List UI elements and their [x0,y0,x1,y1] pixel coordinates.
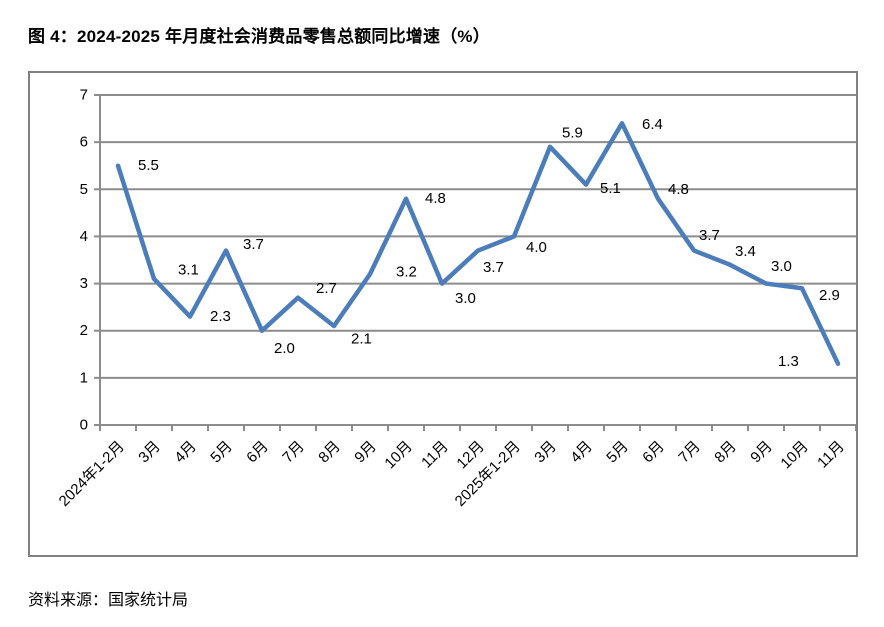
x-category-label: 5月 [603,438,632,467]
x-category-label: 2025年1-2月 [452,438,524,510]
data-label: 3.2 [396,264,417,281]
source-note: 资料来源：国家统计局 [28,592,189,609]
chart-frame: 0 1 2 3 4 5 6 7 2024年1-2月 3月 4月 5月 6月 7月 8月 9月 10月 11月 12月… [28,71,858,557]
y-tick-label: 6 [80,134,88,151]
x-category-label: 10月 [381,438,415,472]
data-label: 2.9 [819,287,840,304]
data-label: 4.0 [526,239,547,256]
data-line [115,121,841,366]
x-category-label: 5月 [207,438,236,467]
data-label: 2.3 [210,308,231,325]
x-category-label: 8月 [711,438,740,467]
data-label: 3.1 [178,261,199,278]
data-label: 3.0 [771,258,792,275]
x-category-label: 7月 [675,438,704,467]
data-label: 4.8 [425,190,446,207]
x-category-label: 8月 [315,438,344,467]
data-label: 5.9 [562,124,583,141]
x-category-label: 9月 [351,438,380,467]
y-tick-label: 4 [80,228,88,245]
x-category-label: 9月 [747,438,776,467]
y-tick-label: 1 [80,369,88,386]
y-tick-label: 5 [80,181,88,198]
y-tick-label: 7 [80,87,88,104]
x-category-label: 10月 [777,438,811,472]
x-category-label: 7月 [279,438,308,467]
data-label: 4.8 [668,181,689,198]
x-category-label: 2024年1-2月 [56,438,128,510]
data-label: 2.0 [274,340,295,357]
data-label: 2.7 [316,280,337,297]
x-category-label: 6月 [639,438,668,467]
data-label: 2.1 [351,331,372,348]
data-label: 1.3 [778,353,799,370]
page-title: 图 4：2024-2025 年月度社会消费品零售总额同比增速（%） [28,27,490,46]
data-label: 3.7 [243,236,264,253]
data-label: 3.4 [735,243,756,260]
x-category-label: 3月 [135,438,164,467]
y-tick-label: 3 [80,275,88,292]
x-category-label: 11月 [418,438,452,472]
x-category-label: 4月 [567,438,596,467]
y-tick-label: 0 [80,417,88,434]
x-category-label: 11月 [814,438,848,472]
x-category-label: 6月 [243,438,272,467]
data-label: 3.7 [483,259,504,276]
data-label: 5.5 [138,157,159,174]
y-tick-label: 2 [80,322,88,339]
data-label: 6.4 [642,116,663,133]
data-label: 3.0 [455,290,476,307]
x-category-label: 3月 [531,438,560,467]
data-label: 5.1 [600,180,621,197]
data-label: 3.7 [699,227,720,244]
x-category-label: 4月 [171,438,200,467]
